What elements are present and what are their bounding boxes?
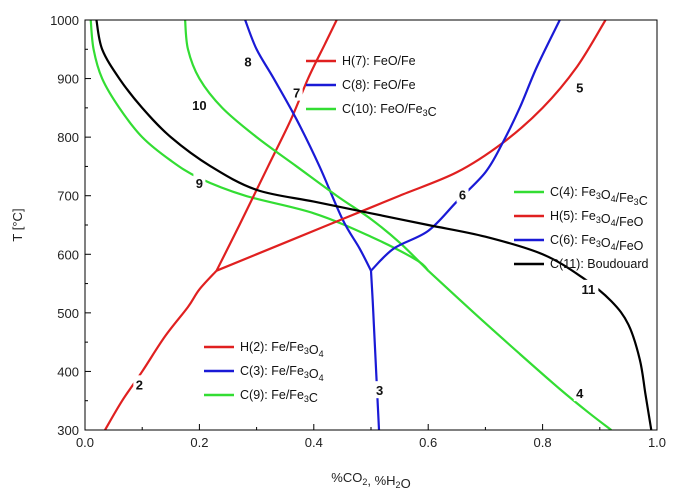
y-tick-label: 300 bbox=[57, 423, 79, 438]
series-line-3 bbox=[369, 270, 381, 430]
legend-entry: C(10): FeO/Fe3C bbox=[342, 102, 437, 119]
y-tick-label: 500 bbox=[57, 306, 79, 321]
curve-label-bg bbox=[578, 279, 599, 297]
x-tick-label: 0.6 bbox=[419, 435, 437, 450]
x-tick-label: 1.0 bbox=[648, 435, 666, 450]
legend-entry: C(8): FeO/Fe bbox=[342, 78, 416, 92]
y-tick-label: 800 bbox=[57, 130, 79, 145]
curve-label-bg bbox=[189, 95, 210, 113]
series-line-6 bbox=[370, 20, 561, 272]
y-axis-title: T [°C] bbox=[10, 208, 25, 241]
series-line-10 bbox=[184, 20, 429, 272]
y-tick-label: 1000 bbox=[50, 13, 79, 28]
legend-entry: H(5): Fe3O4/FeO bbox=[550, 209, 644, 229]
curve-label-9: 9 bbox=[196, 176, 203, 191]
curve-label-6: 6 bbox=[459, 188, 466, 203]
curve-label-bg bbox=[290, 83, 303, 101]
curve-label-bg bbox=[133, 375, 146, 393]
legend-entry: C(9): Fe/Fe3C bbox=[240, 388, 318, 405]
legend-bottom-left: H(2): Fe/Fe3O4 C(3): Fe/Fe3O4 C(9): Fe/Fe3… bbox=[204, 340, 324, 405]
series-line-5 bbox=[216, 20, 607, 272]
series-line-4 bbox=[427, 269, 612, 430]
curve-label-bg bbox=[573, 78, 586, 96]
curve-label-10: 10 bbox=[192, 98, 206, 113]
legend-entry: C(11): Boudouard bbox=[550, 257, 648, 271]
legend-entry: H(7): FeO/Fe bbox=[342, 54, 416, 68]
legend-entry: C(6): Fe3O4/FeO bbox=[550, 233, 644, 253]
curve-label-bg bbox=[242, 52, 255, 70]
legend-entry: C(4): Fe3O4/Fe3C bbox=[550, 185, 648, 208]
curve-label-4: 4 bbox=[576, 386, 584, 401]
curve-label-bg bbox=[193, 173, 206, 191]
legend-entry: C(3): Fe/Fe3O4 bbox=[240, 364, 324, 383]
curve-label-5: 5 bbox=[576, 80, 583, 95]
curve-label-8: 8 bbox=[244, 55, 251, 70]
x-axis-title: %CO2, %H2O bbox=[331, 470, 410, 491]
curve-label-11: 11 bbox=[581, 282, 595, 297]
curve-labels: 2 3 4 5 6 7 8 9 10 11 bbox=[133, 52, 599, 402]
legend-top-center: H(7): FeO/Fe C(8): FeO/Fe C(10): FeO/Fe3C bbox=[306, 54, 437, 119]
series-line-7 bbox=[215, 20, 338, 272]
y-tick-label: 600 bbox=[57, 247, 79, 262]
legend-entry: H(2): Fe/Fe3O4 bbox=[240, 340, 324, 359]
y-tick-label: 700 bbox=[57, 189, 79, 204]
curve-label-3: 3 bbox=[376, 383, 383, 398]
curve-label-2: 2 bbox=[136, 377, 143, 392]
series-line-2 bbox=[104, 269, 218, 430]
x-tick-label: 0.4 bbox=[305, 435, 323, 450]
y-tick-label: 900 bbox=[57, 72, 79, 87]
series-line-9 bbox=[89, 20, 430, 272]
y-tick-label: 400 bbox=[57, 364, 79, 379]
legends: H(7): FeO/Fe C(8): FeO/Fe C(10): FeO/Fe3C C… bbox=[204, 54, 648, 405]
series-line-8 bbox=[244, 20, 372, 272]
curves-layer bbox=[89, 20, 653, 430]
x-tick-label: 0.0 bbox=[76, 435, 94, 450]
curve-label-bg bbox=[456, 185, 469, 203]
x-tick-label: 0.2 bbox=[190, 435, 208, 450]
series-line-11 bbox=[95, 20, 653, 430]
x-tick-label: 0.8 bbox=[534, 435, 552, 450]
axis-ticks: 0.0 0.2 0.4 0.6 0.8 1.0 300 400 500 600 700 800 900 1… bbox=[50, 13, 666, 450]
curve-label-bg bbox=[573, 384, 586, 402]
curve-label-bg bbox=[373, 381, 386, 399]
curve-label-7: 7 bbox=[293, 86, 300, 101]
